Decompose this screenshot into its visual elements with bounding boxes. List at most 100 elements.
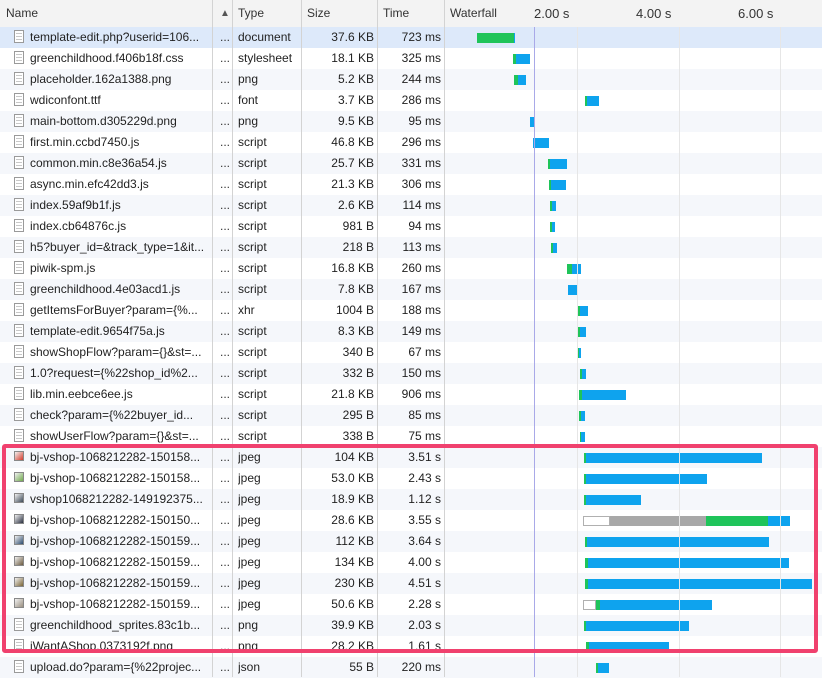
request-type: jpeg [238,555,261,569]
table-row[interactable]: piwik-spm.js... script 16.8 KB 260 ms [0,258,822,279]
image-thumbnail-icon [14,535,24,545]
request-name: bj-vshop-1068212282-150159... [30,576,201,590]
request-type: script [238,135,267,149]
table-row[interactable]: template-edit.9654f75a.js... script 8.3 KB… [0,321,822,342]
file-icon [14,408,24,421]
request-name: 1.0?request={%22shop_id%2... [30,366,198,380]
request-type: font [238,93,259,107]
request-time: 296 ms [401,135,441,149]
request-name: wdiconfont.ttf [30,93,101,107]
request-type: script [238,324,267,338]
request-time: 188 ms [401,303,441,317]
request-size: 50.6 KB [331,597,374,611]
request-size: 2.6 KB [337,198,374,212]
column-header-type[interactable]: Type [238,6,265,20]
table-row[interactable]: bj-vshop-1068212282-150150...... jpeg 28.6… [0,510,822,531]
request-name: check?param={%22buyer_id... [30,408,194,422]
waterfall-bar-download [533,138,549,148]
table-row[interactable]: greenchildhood.f406b18f.css... stylesheet… [0,48,822,69]
table-row[interactable]: upload.do?param={%22projec...... json 55 B… [0,657,822,678]
waterfall-bar-download [514,33,515,43]
waterfall-bar-waiting [551,243,553,253]
table-row[interactable]: main-bottom.d305229d.png... png 9.5 KB 95 m… [0,111,822,132]
table-row[interactable]: greenchildhood_sprites.83c1b...... png 39.… [0,615,822,636]
initiator-ellipsis: ... [219,156,230,170]
request-time: 94 ms [408,219,441,233]
table-row[interactable]: getItemsForBuyer?param={%...... xhr 1004 B… [0,300,822,321]
request-type: png [238,618,259,632]
waterfall-bar-download [586,453,762,463]
waterfall-gridline [780,27,781,677]
column-header-waterfall[interactable]: Waterfall [450,6,497,20]
table-row[interactable]: index.59af9b1f.js... script 2.6 KB 114 ms [0,195,822,216]
request-name: showShopFlow?param={}&st=... [30,345,202,359]
initiator-ellipsis: ... [219,345,230,359]
table-row[interactable]: bj-vshop-1068212282-150159...... jpeg 134 … [0,552,822,573]
request-name: piwik-spm.js [30,261,96,275]
waterfall-bar-stalled [610,516,706,526]
column-header-name[interactable]: Name [6,6,39,20]
initiator-ellipsis: ... [219,324,230,338]
request-time: 150 ms [401,366,441,380]
table-row[interactable]: iWantAShop.0373192f.png... png 28.2 KB 1.61… [0,636,822,657]
table-row[interactable]: first.min.ccbd7450.js... script 46.8 KB 296… [0,132,822,153]
request-name: h5?buyer_id=&track_type=1&it... [30,240,205,254]
table-row[interactable]: bj-vshop-1068212282-150159...... jpeg 50.6… [0,594,822,615]
table-row[interactable]: bj-vshop-1068212282-150158...... jpeg 104 … [0,447,822,468]
request-time: 95 ms [408,114,441,128]
column-header-size[interactable]: Size [307,6,331,20]
waterfall-bar-waiting [550,201,552,211]
table-row[interactable]: greenchildhood.4e03acd1.js... script 7.8 K… [0,279,822,300]
table-row[interactable]: async.min.efc42dd3.js... script 21.3 KB 306… [0,174,822,195]
table-row[interactable]: showShopFlow?param={}&st=...... script 340… [0,342,822,363]
waterfall-bar-download [572,264,581,274]
table-row[interactable]: bj-vshop-1068212282-150159...... jpeg 230 … [0,573,822,594]
image-thumbnail-icon [14,493,24,503]
request-time: 220 ms [401,660,441,674]
table-row[interactable]: h5?buyer_id=&track_type=1&it...... script… [0,237,822,258]
waterfall-bar-waiting [514,75,518,85]
column-divider[interactable] [232,0,233,677]
initiator-ellipsis: ... [219,261,230,275]
request-name: async.min.efc42dd3.js [30,177,149,191]
file-icon [14,639,24,652]
table-row[interactable]: wdiconfont.ttf... font 3.7 KB 286 ms [0,90,822,111]
table-row[interactable]: index.cb64876c.js... script 981 B 94 ms [0,216,822,237]
waterfall-bar-download [598,663,609,673]
column-divider[interactable] [377,0,378,677]
table-row[interactable]: lib.min.eebce6ee.js... script 21.8 KB 906 m… [0,384,822,405]
table-row[interactable]: check?param={%22buyer_id...... script 295 … [0,405,822,426]
sort-ascending-icon[interactable]: ▲ [220,8,230,19]
waterfall-bar-download [588,558,789,568]
initiator-ellipsis: ... [219,282,230,296]
request-type: png [238,639,259,653]
file-icon [14,366,24,379]
file-icon [14,135,24,148]
request-time: 85 ms [408,408,441,422]
table-row[interactable]: template-edit.php?userid=106...... docume… [0,27,822,48]
request-type: script [238,345,267,359]
request-name: showUserFlow?param={}&st=... [30,429,199,443]
table-row[interactable]: bj-vshop-1068212282-150158...... jpeg 53.0… [0,468,822,489]
initiator-ellipsis: ... [219,471,230,485]
table-row[interactable]: 1.0?request={%22shop_id%2...... script 332… [0,363,822,384]
table-row[interactable]: bj-vshop-1068212282-150159...... jpeg 112 … [0,531,822,552]
column-divider[interactable] [301,0,302,677]
table-row[interactable]: showUserFlow?param={}&st=...... script 338… [0,426,822,447]
table-row[interactable]: vshop1068212282-149192375...... jpeg 18.9 … [0,489,822,510]
column-divider[interactable] [212,0,213,677]
table-row[interactable]: placeholder.162a1388.png... png 5.2 KB 244 … [0,69,822,90]
column-header-time[interactable]: Time [383,6,410,20]
image-thumbnail-icon [14,472,24,482]
waterfall-bar-waiting [585,96,587,106]
request-time: 244 ms [401,72,441,86]
table-row[interactable]: common.min.c8e36a54.js... script 25.7 KB 33… [0,153,822,174]
waterfall-bar-waiting [477,33,514,43]
request-size: 28.6 KB [331,513,374,527]
request-size: 46.8 KB [331,135,374,149]
image-thumbnail-icon [14,598,24,608]
waterfall-bar-download [588,579,812,589]
request-size: 21.3 KB [331,177,374,191]
request-time: 167 ms [401,282,441,296]
column-divider[interactable] [444,0,445,677]
